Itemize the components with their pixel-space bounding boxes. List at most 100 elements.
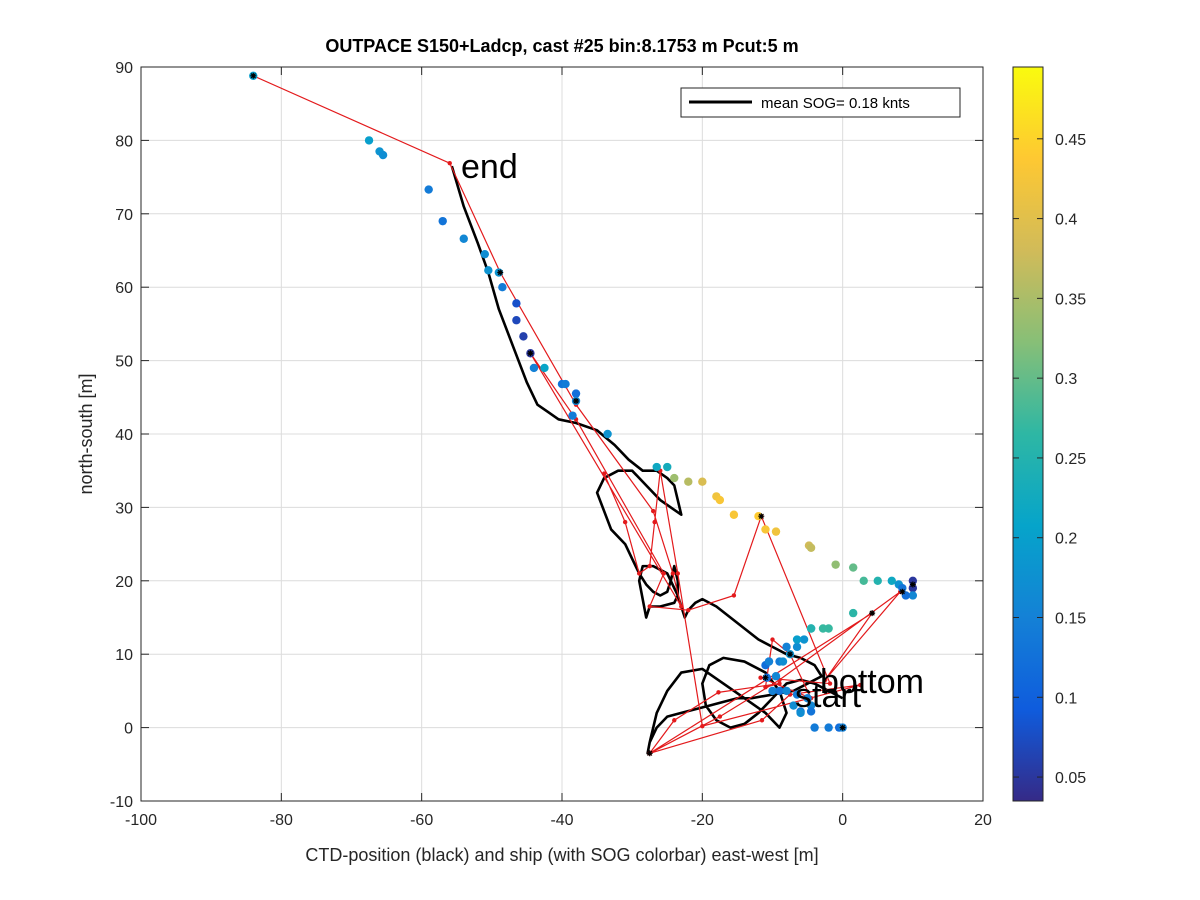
black-star-marker [497, 269, 504, 276]
y-tick-label: 10 [115, 647, 133, 664]
black-star-marker [762, 674, 769, 681]
sog-point [831, 560, 840, 569]
black-star-marker [787, 651, 794, 658]
red-marker [675, 571, 680, 576]
x-axis-label: CTD-position (black) and ship (with SOG … [305, 845, 818, 865]
sog-point [789, 701, 798, 710]
sog-point [848, 563, 858, 572]
sog-point [652, 462, 661, 472]
red-marker [647, 604, 652, 609]
red-marker [716, 690, 721, 695]
sog-point [848, 608, 858, 618]
red-marker [717, 714, 723, 719]
sog-point [859, 576, 868, 585]
sog-point [796, 708, 805, 718]
red-marker [686, 607, 691, 613]
colorbar-tick-label: 0.35 [1055, 291, 1086, 308]
sog-point [799, 635, 809, 644]
colorbar-tick-label: 0.3 [1055, 371, 1077, 388]
sog-point [568, 411, 577, 420]
y-tick-label: 80 [115, 133, 133, 150]
black-star-marker [250, 72, 257, 79]
black-star-marker [909, 581, 916, 588]
red-marker [827, 681, 833, 686]
y-tick-label: 30 [115, 500, 133, 517]
red-marker [759, 718, 765, 723]
red-marker [777, 681, 782, 686]
black-markers [250, 72, 916, 757]
colorbar-tick-label: 0.15 [1055, 611, 1086, 628]
sog-point [519, 332, 528, 341]
x-tick-label: 0 [838, 812, 847, 829]
sog-point [484, 266, 493, 275]
y-tick-label: 60 [115, 280, 133, 297]
x-tick-label: 20 [974, 812, 992, 829]
sog-point [887, 576, 896, 585]
sog-point [806, 707, 816, 716]
red-marker [636, 571, 642, 576]
colorbar-tick-label: 0.1 [1055, 690, 1077, 707]
sog-point [764, 657, 774, 666]
x-tick-label: -60 [410, 812, 433, 829]
black-star-marker [573, 397, 580, 404]
sog-point [512, 316, 521, 325]
y-tick-label: -10 [110, 794, 133, 811]
sog-point [378, 150, 388, 160]
sog-point [529, 363, 539, 373]
red-marker [758, 675, 763, 680]
red-marker [447, 160, 452, 166]
black-star-marker [899, 588, 906, 595]
colorbar-tick-label: 0.25 [1055, 451, 1086, 468]
sog-point [571, 389, 581, 398]
sog-point [729, 510, 739, 519]
colorbar: 0.05 0.1 0.15 0.2 0.25 0.3 0.35 0.4 0.45 [1012, 66, 1086, 802]
y-tick-label: 70 [115, 207, 133, 224]
sog-point [792, 690, 802, 699]
sog-point [771, 672, 781, 681]
sog-point [806, 624, 816, 633]
sog-point [540, 363, 549, 373]
sog-point [806, 701, 816, 710]
sog-point [806, 543, 816, 552]
sog-point [512, 299, 521, 308]
x-tick-label: -80 [270, 812, 293, 829]
sog-point [480, 249, 490, 259]
sog-point [498, 283, 507, 292]
sog-point [792, 635, 802, 644]
y-tick-label: 50 [115, 354, 133, 371]
sog-point [364, 136, 374, 145]
sog-point [663, 462, 672, 472]
red-marker [731, 593, 737, 598]
sog-point [782, 642, 791, 652]
sog-point [603, 429, 612, 439]
sog-point [778, 657, 788, 666]
sog-point [810, 723, 819, 732]
x-tick-labels: -100 -80 -60 -40 -20 0 20 [125, 67, 992, 829]
sog-point [561, 379, 570, 389]
red-marker [651, 508, 656, 514]
sog-point [684, 477, 693, 486]
red-marker [763, 685, 768, 690]
y-tick-label: 40 [115, 427, 133, 444]
sog-point [803, 694, 812, 703]
sog-point [670, 473, 679, 483]
sog-point [824, 723, 833, 732]
red-marker [700, 723, 705, 729]
red-marker [601, 471, 607, 476]
red-marker [647, 563, 652, 569]
grid-lines [141, 67, 983, 801]
y-tick-labels: -10 0 10 20 30 40 50 60 70 80 90 [110, 60, 983, 811]
legend-entry-text: mean SOG= 0.18 knts [761, 95, 910, 112]
sog-point [908, 591, 918, 600]
sog-point [782, 686, 791, 696]
colorbar-tick-label: 0.45 [1055, 132, 1086, 149]
annotation-bottom: bottom [820, 663, 924, 701]
red-marker [679, 604, 684, 609]
sog-point [698, 477, 707, 486]
sog-point [761, 525, 770, 534]
x-tick-label: -100 [125, 812, 157, 829]
black-star-marker [527, 350, 534, 357]
y-tick-label: 0 [124, 721, 133, 738]
black-star-marker [646, 750, 653, 757]
